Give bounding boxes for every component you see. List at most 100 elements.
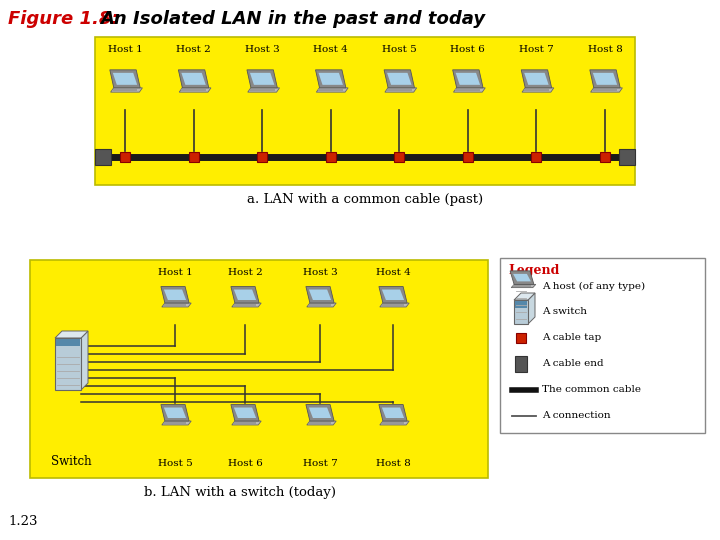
Bar: [513, 285, 531, 287]
Polygon shape: [161, 404, 189, 421]
Polygon shape: [232, 303, 261, 307]
Bar: [516, 333, 526, 343]
Polygon shape: [306, 287, 334, 303]
Polygon shape: [113, 73, 138, 85]
Polygon shape: [315, 70, 346, 88]
Bar: [382, 422, 404, 424]
Bar: [514, 300, 528, 324]
Text: A cable tap: A cable tap: [542, 334, 601, 342]
Bar: [164, 422, 186, 424]
Bar: [395, 152, 405, 162]
Polygon shape: [385, 88, 417, 92]
Polygon shape: [81, 331, 88, 390]
Text: An Isolated LAN in the past and today: An Isolated LAN in the past and today: [100, 10, 485, 28]
Polygon shape: [250, 73, 274, 85]
Bar: [500, 258, 705, 433]
Polygon shape: [162, 303, 192, 307]
Polygon shape: [318, 73, 343, 85]
Bar: [55, 338, 81, 390]
Text: 1.23: 1.23: [8, 515, 37, 528]
Polygon shape: [384, 70, 415, 88]
Polygon shape: [306, 404, 334, 421]
Polygon shape: [162, 421, 192, 425]
Text: Host 1: Host 1: [107, 45, 143, 54]
Text: Host 8: Host 8: [376, 459, 410, 468]
Polygon shape: [379, 404, 407, 421]
Text: Host 6: Host 6: [228, 459, 262, 468]
Polygon shape: [382, 408, 404, 418]
Bar: [531, 152, 541, 162]
Polygon shape: [382, 289, 404, 300]
Polygon shape: [232, 421, 261, 425]
Polygon shape: [514, 293, 535, 300]
Bar: [234, 422, 256, 424]
Bar: [524, 89, 549, 91]
Bar: [593, 89, 618, 91]
Polygon shape: [248, 88, 279, 92]
Text: Host 2: Host 2: [228, 268, 262, 277]
Polygon shape: [111, 88, 143, 92]
Bar: [120, 152, 130, 162]
Bar: [515, 301, 527, 308]
Polygon shape: [379, 287, 407, 303]
Polygon shape: [234, 289, 256, 300]
Polygon shape: [234, 408, 256, 418]
Polygon shape: [454, 88, 485, 92]
Polygon shape: [456, 73, 480, 85]
Text: Host 5: Host 5: [382, 45, 417, 54]
Bar: [95, 149, 111, 165]
Polygon shape: [309, 408, 331, 418]
Bar: [95, 37, 635, 185]
Bar: [382, 304, 404, 306]
Text: Host 4: Host 4: [313, 45, 348, 54]
Text: A cable end: A cable end: [542, 360, 603, 368]
Bar: [600, 152, 610, 162]
Polygon shape: [511, 285, 536, 288]
Polygon shape: [528, 293, 535, 324]
Polygon shape: [316, 88, 348, 92]
Polygon shape: [387, 73, 412, 85]
Text: Figure 1.8:: Figure 1.8:: [8, 10, 119, 28]
Bar: [309, 422, 331, 424]
Text: Host 7: Host 7: [302, 459, 338, 468]
Bar: [619, 149, 635, 165]
Bar: [463, 152, 473, 162]
Text: Host 3: Host 3: [245, 45, 279, 54]
Bar: [325, 152, 336, 162]
Bar: [456, 89, 480, 91]
Bar: [164, 304, 186, 306]
Polygon shape: [109, 70, 140, 88]
Polygon shape: [522, 88, 554, 92]
Polygon shape: [590, 70, 620, 88]
Polygon shape: [524, 73, 549, 85]
Polygon shape: [513, 274, 531, 281]
Polygon shape: [521, 70, 552, 88]
Bar: [309, 304, 331, 306]
Polygon shape: [247, 70, 277, 88]
Bar: [318, 89, 343, 91]
Text: Host 5: Host 5: [158, 459, 192, 468]
Text: A switch: A switch: [542, 307, 587, 316]
Polygon shape: [164, 408, 186, 418]
Polygon shape: [55, 331, 88, 338]
Bar: [30, 260, 488, 478]
Polygon shape: [164, 289, 186, 300]
Text: A host (of any type): A host (of any type): [542, 281, 645, 291]
Polygon shape: [510, 271, 534, 285]
Text: Host 2: Host 2: [176, 45, 211, 54]
Text: A connection: A connection: [542, 411, 611, 421]
Text: Host 3: Host 3: [302, 268, 338, 277]
Polygon shape: [307, 421, 336, 425]
Bar: [56, 339, 80, 346]
Polygon shape: [181, 73, 206, 85]
Text: Host 4: Host 4: [376, 268, 410, 277]
Polygon shape: [179, 70, 209, 88]
Polygon shape: [231, 287, 259, 303]
Polygon shape: [307, 303, 336, 307]
Polygon shape: [380, 421, 409, 425]
Polygon shape: [179, 88, 211, 92]
Polygon shape: [309, 289, 331, 300]
Text: Host 1: Host 1: [158, 268, 192, 277]
Bar: [250, 89, 274, 91]
Bar: [181, 89, 206, 91]
